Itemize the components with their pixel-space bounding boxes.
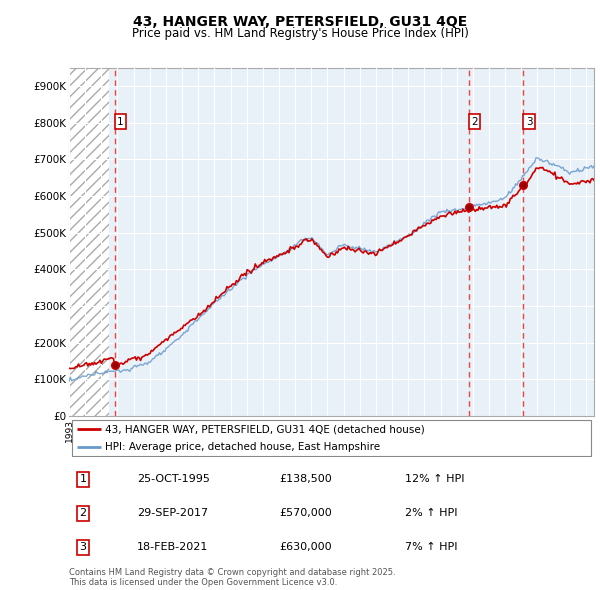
Text: 29-SEP-2017: 29-SEP-2017: [137, 509, 208, 518]
Text: 3: 3: [79, 542, 86, 552]
Text: 2% ↑ HPI: 2% ↑ HPI: [405, 509, 458, 518]
FancyBboxPatch shape: [71, 420, 592, 456]
Text: 7% ↑ HPI: 7% ↑ HPI: [405, 542, 458, 552]
Text: 43, HANGER WAY, PETERSFIELD, GU31 4QE: 43, HANGER WAY, PETERSFIELD, GU31 4QE: [133, 15, 467, 29]
Text: 18-FEB-2021: 18-FEB-2021: [137, 542, 209, 552]
Text: £138,500: £138,500: [279, 474, 332, 484]
Text: £570,000: £570,000: [279, 509, 332, 518]
Text: 3: 3: [526, 117, 532, 127]
Text: 12% ↑ HPI: 12% ↑ HPI: [405, 474, 464, 484]
Text: 43, HANGER WAY, PETERSFIELD, GU31 4QE (detached house): 43, HANGER WAY, PETERSFIELD, GU31 4QE (d…: [105, 424, 424, 434]
Text: 1: 1: [79, 474, 86, 484]
Text: £630,000: £630,000: [279, 542, 332, 552]
Text: 2: 2: [79, 509, 86, 518]
Text: HPI: Average price, detached house, East Hampshire: HPI: Average price, detached house, East…: [105, 442, 380, 452]
Text: Price paid vs. HM Land Registry's House Price Index (HPI): Price paid vs. HM Land Registry's House …: [131, 27, 469, 40]
Text: 2: 2: [471, 117, 478, 127]
Text: 25-OCT-1995: 25-OCT-1995: [137, 474, 210, 484]
Text: Contains HM Land Registry data © Crown copyright and database right 2025.
This d: Contains HM Land Registry data © Crown c…: [69, 568, 395, 587]
Bar: [69, 68, 109, 416]
Text: 1: 1: [117, 117, 124, 127]
